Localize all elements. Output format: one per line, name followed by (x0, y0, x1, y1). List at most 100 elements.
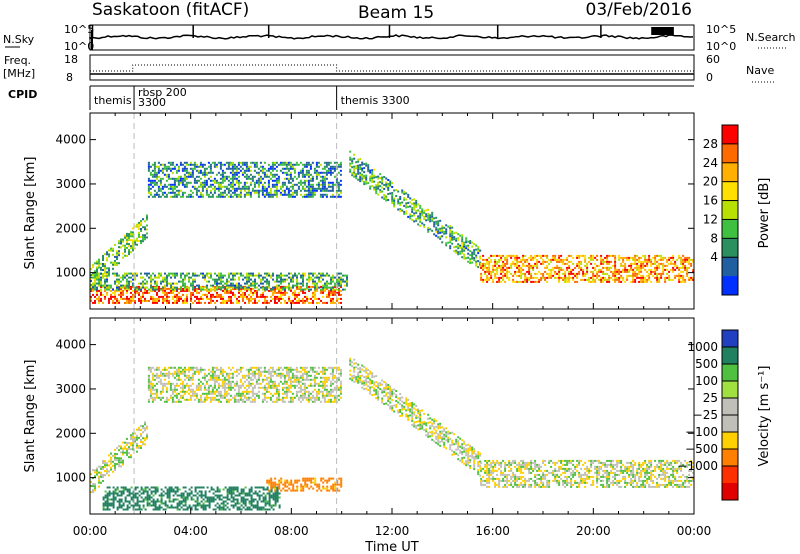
heatmap-cell (646, 260, 649, 263)
heatmap-cell (331, 181, 334, 184)
heatmap-cell (232, 498, 235, 501)
heatmap-cell (285, 165, 288, 168)
heatmap-cell (168, 282, 170, 285)
heatmap-cell (459, 234, 462, 237)
heatmap-cell (317, 185, 320, 188)
heatmap-cell (128, 452, 130, 455)
heatmap-cell (136, 504, 139, 507)
heatmap-cell (338, 293, 340, 296)
heatmap-cell (144, 427, 146, 430)
heatmap-cell (172, 498, 175, 501)
heatmap-cell (142, 492, 145, 495)
heatmap-cell (199, 181, 202, 184)
heatmap-cell (110, 247, 112, 250)
heatmap-cell (556, 272, 559, 275)
colorbar-tick-label: 16 (703, 194, 718, 208)
heatmap-cell (614, 280, 617, 283)
heatmap-cell (148, 291, 150, 294)
heatmap-cell (387, 183, 390, 185)
heatmap-cell (301, 195, 304, 198)
heatmap-cell (664, 268, 667, 271)
heatmap-cell (150, 274, 152, 277)
heatmap-cell (504, 268, 507, 271)
heatmap-cell (303, 175, 306, 178)
heatmap-cell (147, 169, 150, 172)
heatmap-cell (189, 189, 192, 192)
heatmap-cell (191, 175, 194, 178)
heatmap-cell (257, 167, 260, 170)
heatmap-cell (128, 237, 130, 240)
heatmap-cell (417, 223, 420, 226)
heatmap-cell (469, 254, 472, 257)
heatmap-cell (178, 280, 180, 283)
heatmap-cell (359, 158, 362, 161)
heatmap-cell (210, 498, 213, 501)
heatmap-cell (506, 260, 509, 263)
heatmap-cell (218, 295, 220, 298)
heatmap-cell (254, 490, 257, 493)
heatmap-cell (265, 173, 268, 176)
heatmap-cell (217, 185, 220, 188)
heatmap-cell (280, 272, 282, 275)
heatmap-cell (624, 264, 627, 267)
heatmap-cell (236, 506, 239, 509)
heatmap-cell (309, 167, 312, 170)
heatmap-cell (640, 268, 643, 271)
heatmap-cell (148, 299, 150, 302)
heatmap-cell (108, 271, 110, 274)
heatmap-cell (122, 502, 125, 505)
heatmap-cell (213, 185, 216, 188)
heatmap-cell (100, 293, 102, 296)
heatmap-cell (467, 240, 470, 243)
heatmap-cell (467, 260, 470, 263)
heatmap-cell (223, 163, 226, 166)
heatmap-cell (281, 189, 284, 192)
heatmap-cell (385, 185, 388, 188)
heatmap-cell (170, 486, 173, 489)
heatmap-cell (504, 264, 507, 267)
heatmap-cell (170, 490, 173, 493)
heatmap-cell (144, 238, 146, 241)
heatmap-cell (142, 443, 144, 446)
heatmap-cell (232, 490, 235, 493)
heatmap-cell (322, 301, 324, 304)
heatmap-cell (212, 288, 214, 291)
heatmap-cell (516, 270, 519, 273)
heatmap-cell (574, 272, 577, 275)
heatmap-cell (156, 282, 158, 285)
heatmap-cell (194, 490, 197, 493)
heatmap-cell (199, 177, 202, 180)
heatmap-cell (433, 221, 436, 224)
heatmap-cell (451, 232, 454, 235)
heatmap-cell (506, 276, 509, 279)
heatmap-cell (608, 254, 611, 257)
heatmap-cell (648, 268, 651, 271)
heatmap-cell (546, 266, 549, 269)
heatmap-cell (338, 276, 340, 279)
heatmap-cell (230, 282, 232, 285)
heatmap-cell (114, 274, 116, 277)
heatmap-cell (249, 161, 252, 164)
heatmap-cell (363, 163, 366, 166)
heatmap-cell (518, 268, 521, 271)
heatmap-cell (151, 372, 154, 375)
heatmap-cell (334, 489, 337, 492)
heatmap-cell (150, 486, 153, 489)
heatmap-cell (190, 284, 192, 287)
heatmap-cell (122, 453, 124, 456)
heatmap-cell (280, 276, 282, 279)
heatmap-cell (449, 241, 452, 244)
heatmap-cell (337, 195, 340, 198)
heatmap-cell (180, 492, 183, 495)
heatmap-cell (300, 487, 303, 490)
heatmap-cell (666, 268, 669, 271)
heatmap-cell (357, 158, 360, 161)
heatmap-cell (154, 492, 157, 495)
heatmap-cell (337, 183, 340, 186)
heatmap-cell (612, 270, 615, 273)
heatmap-cell (618, 272, 621, 275)
heatmap-cell (313, 167, 316, 170)
heatmap-cell (181, 386, 184, 389)
heatmap-cell (333, 175, 336, 178)
heatmap-cell (126, 441, 128, 444)
